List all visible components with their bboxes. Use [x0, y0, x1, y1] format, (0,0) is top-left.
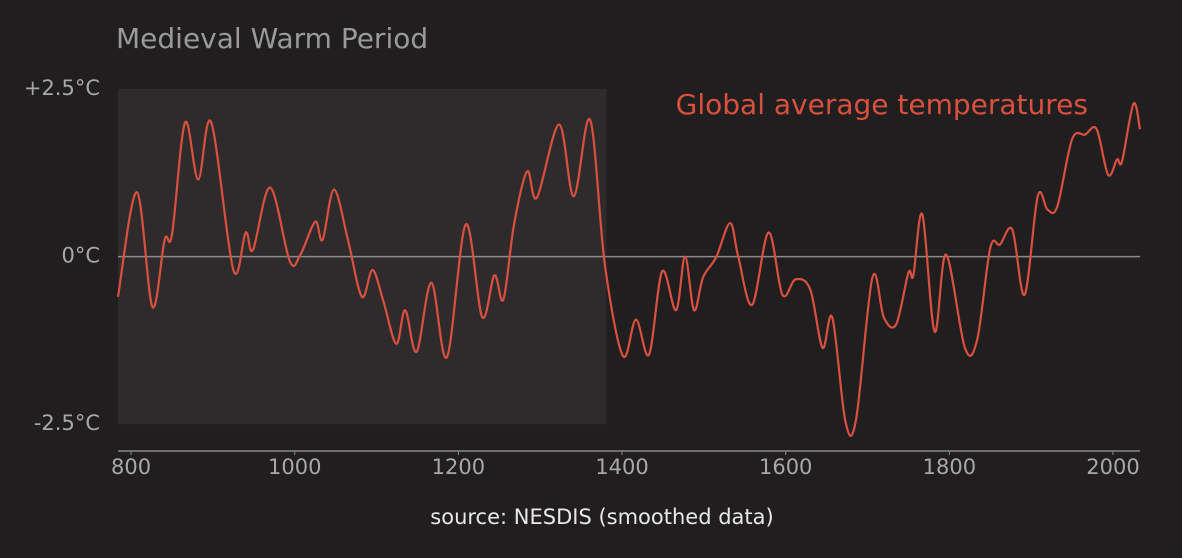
chart-title: Medieval Warm Period	[116, 22, 428, 55]
caption: source: NESDIS (smoothed data)	[430, 505, 773, 529]
y-tick-label: 0°C	[61, 244, 100, 268]
y-tick-label: -2.5°C	[34, 411, 100, 435]
x-tick-label: 1600	[759, 455, 812, 479]
x-tick-label: 2000	[1086, 455, 1139, 479]
x-tick-label: 1200	[432, 455, 485, 479]
x-tick-label: 800	[111, 455, 151, 479]
x-tick-label: 1000	[268, 455, 321, 479]
data-line	[116, 102, 1142, 437]
series-label: Global average temperatures	[676, 88, 1088, 121]
x-tick-label: 1800	[923, 455, 976, 479]
y-tick-label: +2.5°C	[24, 76, 100, 100]
x-tick-label: 1400	[595, 455, 648, 479]
